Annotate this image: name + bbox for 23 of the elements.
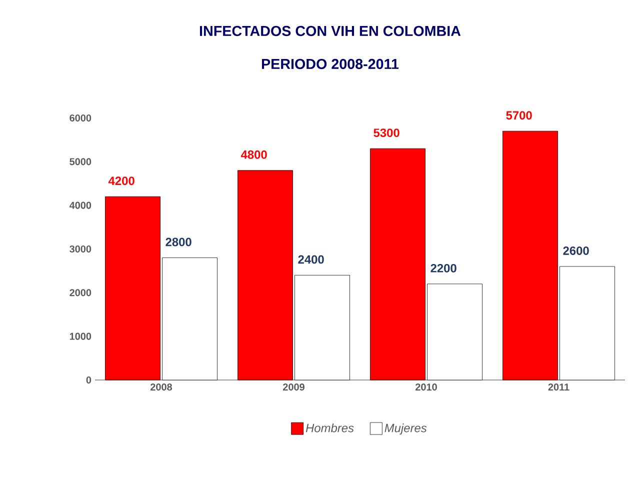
data-label: 5700 xyxy=(506,111,532,120)
y-tick-label: 3000 xyxy=(70,245,92,253)
y-tick-label: 4000 xyxy=(69,202,92,209)
data-label: 2800 xyxy=(166,238,192,246)
data-label: 4800 xyxy=(240,150,267,159)
y-tick-label: 0 xyxy=(86,376,92,384)
y-tick-label: 1000 xyxy=(70,332,92,340)
y-tick-label: 6000 xyxy=(70,114,92,122)
y-tick-label: 2000 xyxy=(70,289,92,296)
x-tick-label: 2009 xyxy=(283,384,304,391)
chart-title: INFECTADOS CON VIH EN COLOMBIA xyxy=(200,26,461,36)
data-label: 5300 xyxy=(374,128,400,138)
x-tick-label: 2011 xyxy=(548,384,570,391)
legend-label: Hombres xyxy=(306,423,354,432)
y-tick-label: 5000 xyxy=(70,158,92,166)
data-label: 4200 xyxy=(108,176,134,186)
x-tick-label: 2010 xyxy=(416,384,437,391)
legend-label: Mujeres xyxy=(384,423,427,435)
x-tick-label: 2008 xyxy=(150,384,172,391)
data-label: 2600 xyxy=(563,246,589,255)
data-label: 2200 xyxy=(430,264,456,272)
data-label: 2400 xyxy=(298,255,324,264)
chart-subtitle: PERIODO 2008-2011 xyxy=(262,58,399,70)
